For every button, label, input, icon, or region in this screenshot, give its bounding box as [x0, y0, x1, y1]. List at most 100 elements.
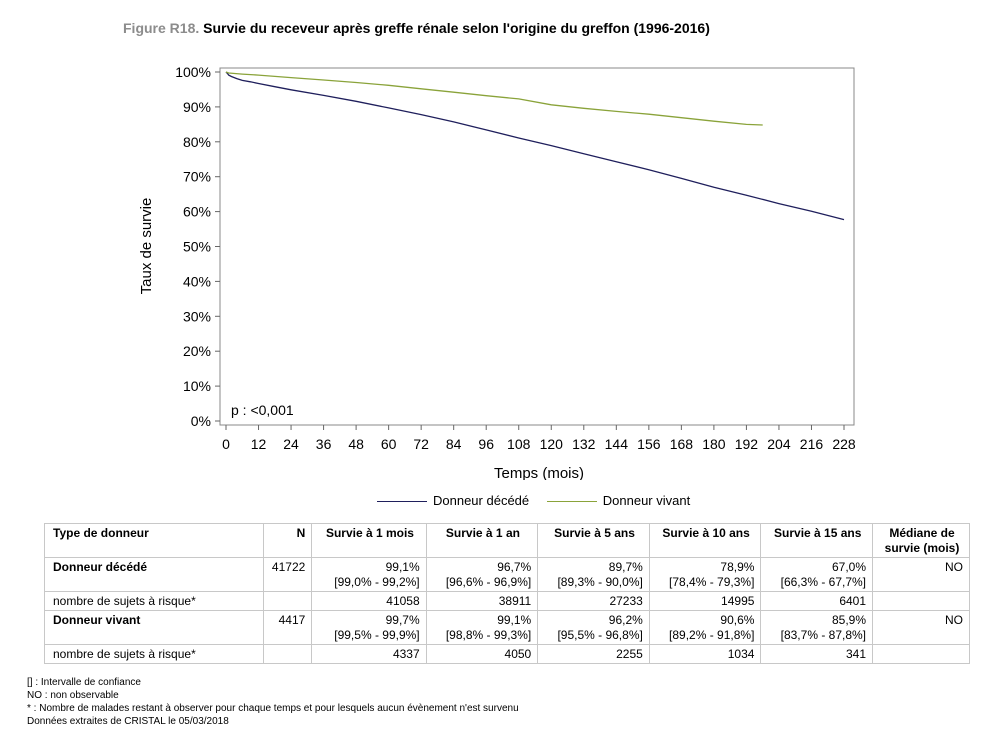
- y-tick-label: 80%: [183, 134, 211, 150]
- x-axis-label: Temps (mois): [494, 465, 584, 480]
- survival-value: 99,7%: [385, 613, 420, 627]
- legend-swatch-deceased: [377, 501, 427, 503]
- y-tick-label: 10%: [183, 378, 211, 394]
- survival-ci: [96,6% - 96,9%]: [445, 575, 532, 589]
- footnote: NO : non observable: [27, 690, 119, 701]
- survival-cell: 67,0% [66,3% - 67,7%]: [760, 557, 874, 592]
- survival-cell: 99,1% [99,0% - 99,2%]: [311, 557, 427, 592]
- header-type: Type de donneur: [44, 523, 264, 558]
- table-row-deceased: Donneur décédé 41722 99,1% [99,0% - 99,2%…: [44, 557, 970, 592]
- figure-title-text: Survie du receveur après greffe rénale s…: [203, 20, 710, 36]
- survival-cell: 96,7% [96,6% - 96,9%]: [425, 557, 539, 592]
- chart-legend: Donneur décédé Donneur vivant: [377, 493, 704, 508]
- survival-ci: [66,3% - 67,7%]: [780, 575, 867, 589]
- risk-count: 14995: [648, 591, 762, 611]
- risk-count: 41058: [311, 591, 427, 611]
- x-tick-label: 72: [413, 436, 429, 452]
- x-tick-label: 96: [478, 436, 494, 452]
- table-row-risk-living: nombre de sujets à risque* 4337 4050 225…: [44, 644, 970, 664]
- survival-value: 67,0%: [831, 560, 867, 574]
- header-mediane: Médiane de survie (mois): [872, 523, 970, 558]
- x-tick-label: 204: [767, 436, 791, 452]
- survival-value: 99,1%: [497, 613, 532, 627]
- footnote: Données extraites de CRISTAL le 05/03/20…: [27, 716, 229, 727]
- row-type: Donneur vivant: [44, 610, 264, 645]
- median-cell: NO: [872, 610, 970, 645]
- x-tick-label: 132: [572, 436, 596, 452]
- survival-cell: 78,9% [78,4% - 79,3%]: [648, 557, 762, 592]
- empty-cell: [872, 644, 970, 664]
- header-15-ans: Survie à 15 ans: [760, 523, 874, 558]
- table-row-risk-deceased: nombre de sujets à risque* 41058 38911 2…: [44, 591, 970, 611]
- x-tick-label: 36: [316, 436, 332, 452]
- risk-count: 4337: [311, 644, 427, 664]
- x-tick-label: 84: [446, 436, 462, 452]
- y-tick-label: 50%: [183, 239, 211, 255]
- table-header-row: Type de donneur N Survie à 1 mois Survie…: [44, 523, 970, 558]
- survival-cell: 96,2% [95,5% - 96,8%]: [537, 610, 650, 645]
- median-cell: NO: [872, 557, 970, 592]
- survival-ci: [99,5% - 99,9%]: [334, 628, 420, 642]
- survival-ci: [83,7% - 87,8%]: [780, 628, 867, 642]
- header-1-mois: Survie à 1 mois: [311, 523, 427, 558]
- x-tick-label: 120: [540, 436, 564, 452]
- y-tick-label: 0%: [191, 413, 211, 429]
- survival-ci: [78,4% - 79,3%]: [669, 575, 755, 589]
- series-lines: [225, 71, 845, 221]
- survival-value: 96,2%: [608, 613, 643, 627]
- survival-cell: 90,6% [89,2% - 91,8%]: [648, 610, 762, 645]
- risk-label: nombre de sujets à risque*: [44, 644, 264, 664]
- table-row-living: Donneur vivant 4417 99,7% [99,5% - 99,9%]…: [44, 610, 970, 645]
- survival-value: 96,7%: [497, 560, 532, 574]
- x-tick-label: 24: [283, 436, 299, 452]
- risk-count: 38911: [425, 591, 539, 611]
- figure-label: Figure R18.: [123, 20, 200, 36]
- y-tick-label: 70%: [183, 169, 211, 185]
- survival-cell: 99,1% [98,8% - 99,3%]: [425, 610, 539, 645]
- legend-label-deceased: Donneur décédé: [433, 493, 530, 508]
- footnote: [] : Intervalle de confiance: [27, 677, 141, 688]
- survival-value: 89,7%: [608, 560, 643, 574]
- plot-frame: [219, 67, 855, 426]
- survival-ci: [89,3% - 90,0%]: [557, 575, 643, 589]
- survival-value: 99,1%: [385, 560, 420, 574]
- empty-cell: [872, 591, 970, 611]
- risk-count: 341: [760, 644, 874, 664]
- empty-cell: [262, 591, 313, 611]
- p-value-annotation: p : <0,001: [231, 402, 294, 418]
- x-tick-label: 108: [507, 436, 531, 452]
- header-1-an: Survie à 1 an: [425, 523, 539, 558]
- empty-cell: [262, 644, 313, 664]
- risk-count: 4050: [425, 644, 539, 664]
- y-axis: 100% 90% 80% 70% 60% 50% 40% 30% 20% 10% 0%: [175, 64, 220, 429]
- legend-swatch-living: [546, 501, 597, 503]
- survival-value: 90,6%: [720, 613, 755, 627]
- legend-item-living: Donneur vivant: [546, 493, 691, 508]
- survival-table: Type de donneur N Survie à 1 mois Survie…: [44, 523, 970, 664]
- row-n: 41722: [262, 557, 313, 592]
- row-n: 4417: [262, 610, 313, 645]
- x-tick-label: 0: [222, 436, 230, 452]
- header-5-ans: Survie à 5 ans: [537, 523, 650, 558]
- x-tick-label: 60: [381, 436, 397, 452]
- survival-cell: 99,7% [99,5% - 99,9%]: [311, 610, 427, 645]
- row-type: Donneur décédé: [44, 557, 264, 592]
- x-axis: 0 12 24 36 48 60 72 84 96 108 120 132 144 156 168 180 19…: [222, 425, 856, 452]
- y-tick-label: 20%: [183, 343, 211, 359]
- y-tick-label: 90%: [183, 99, 211, 115]
- series-line-donneur-decede: [225, 71, 845, 221]
- x-tick-label: 180: [702, 436, 726, 452]
- footnote: * : Nombre de malades restant à observer…: [27, 703, 519, 714]
- survival-value: 85,9%: [831, 613, 867, 627]
- x-tick-label: 12: [251, 436, 267, 452]
- survival-chart: 100% 90% 80% 70% 60% 50% 40% 30% 20% 10% 0% 0 12 24 3…: [138, 64, 856, 480]
- y-tick-label: 40%: [183, 273, 211, 289]
- legend-item-deceased: Donneur décédé: [377, 493, 529, 508]
- survival-value: 78,9%: [720, 560, 755, 574]
- risk-count: 6401: [760, 591, 874, 611]
- legend-label-living: Donneur vivant: [602, 493, 691, 508]
- x-tick-label: 48: [348, 436, 364, 452]
- survival-ci: [99,0% - 99,2%]: [334, 575, 420, 589]
- survival-cell: 89,7% [89,3% - 90,0%]: [537, 557, 650, 592]
- survival-ci: [98,8% - 99,3%]: [445, 628, 532, 642]
